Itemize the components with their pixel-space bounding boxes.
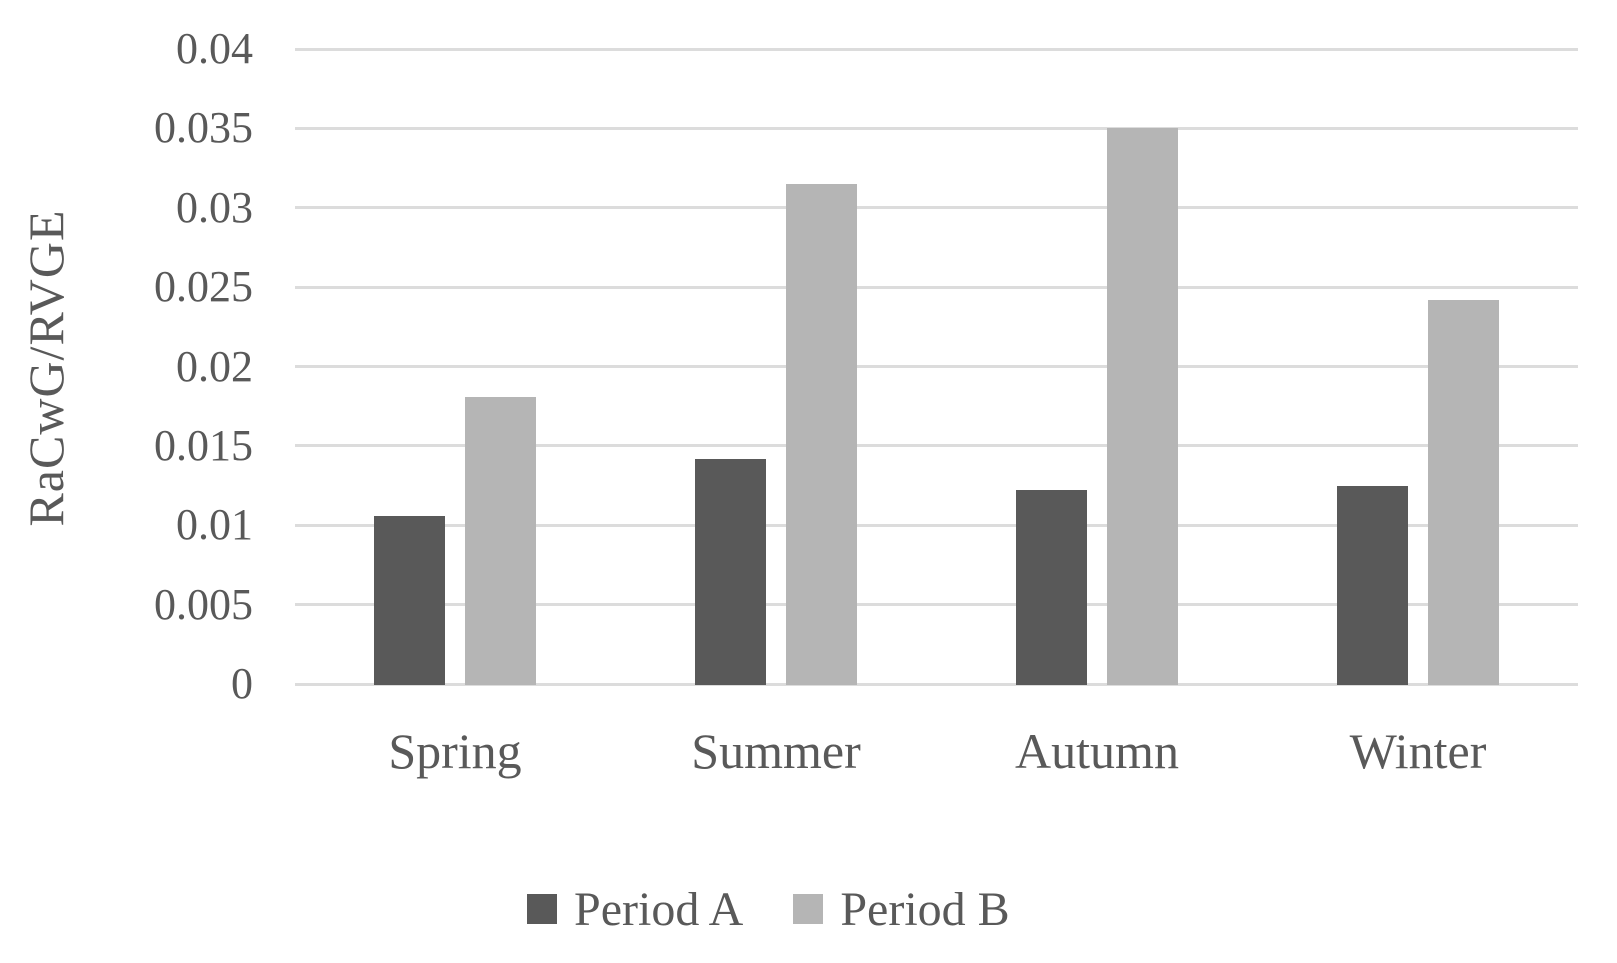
y-axis-tick-label: 0.02: [176, 341, 253, 391]
y-axis-tick-label: 0.03: [176, 182, 253, 232]
x-axis-category-label: Spring: [388, 723, 522, 779]
gridline: [295, 523, 1578, 527]
gridline: [295, 365, 1578, 368]
legend-swatch-period-a: [527, 894, 557, 924]
gridline: [295, 206, 1578, 210]
bar-winter-period-b: [1428, 300, 1499, 685]
y-axis-tick-label: 0.01: [176, 500, 253, 550]
x-axis-category-label: Winter: [1349, 723, 1487, 779]
y-axis-tick-label: 0.005: [154, 579, 253, 629]
gridline: [295, 682, 1578, 686]
legend-item-period-a: Period A: [527, 880, 743, 938]
y-axis-tick-label: 0: [231, 659, 253, 708]
bar-summer-period-a: [695, 459, 766, 685]
y-axis-tick-label: 0.04: [176, 24, 253, 73]
bar-spring-period-a: [374, 516, 445, 685]
x-axis-category-label: Summer: [691, 723, 861, 779]
legend-label: Period A: [574, 882, 744, 936]
chart-legend: Period A Period B: [527, 880, 1010, 938]
gridline: [295, 47, 1578, 51]
legend-swatch-period-b: [793, 894, 824, 924]
bar-autumn-period-b: [1107, 128, 1178, 685]
y-axis-tick-label: 0.035: [154, 103, 253, 153]
gridline: [295, 285, 1578, 289]
gridline: [295, 444, 1578, 448]
legend-label: Period B: [840, 882, 1010, 936]
bar-autumn-period-a: [1016, 490, 1087, 685]
gridline: [295, 603, 1578, 607]
bar-spring-period-b: [465, 397, 536, 685]
x-axis-category-label: Autumn: [1015, 723, 1179, 779]
bar-summer-period-b: [786, 184, 857, 685]
y-axis-tick-label: 0.025: [154, 262, 253, 312]
gridline: [295, 126, 1578, 130]
legend-item-period-b: Period B: [793, 880, 1010, 938]
y-axis-tick-label: 0.015: [154, 420, 253, 470]
bar-winter-period-a: [1337, 486, 1408, 685]
